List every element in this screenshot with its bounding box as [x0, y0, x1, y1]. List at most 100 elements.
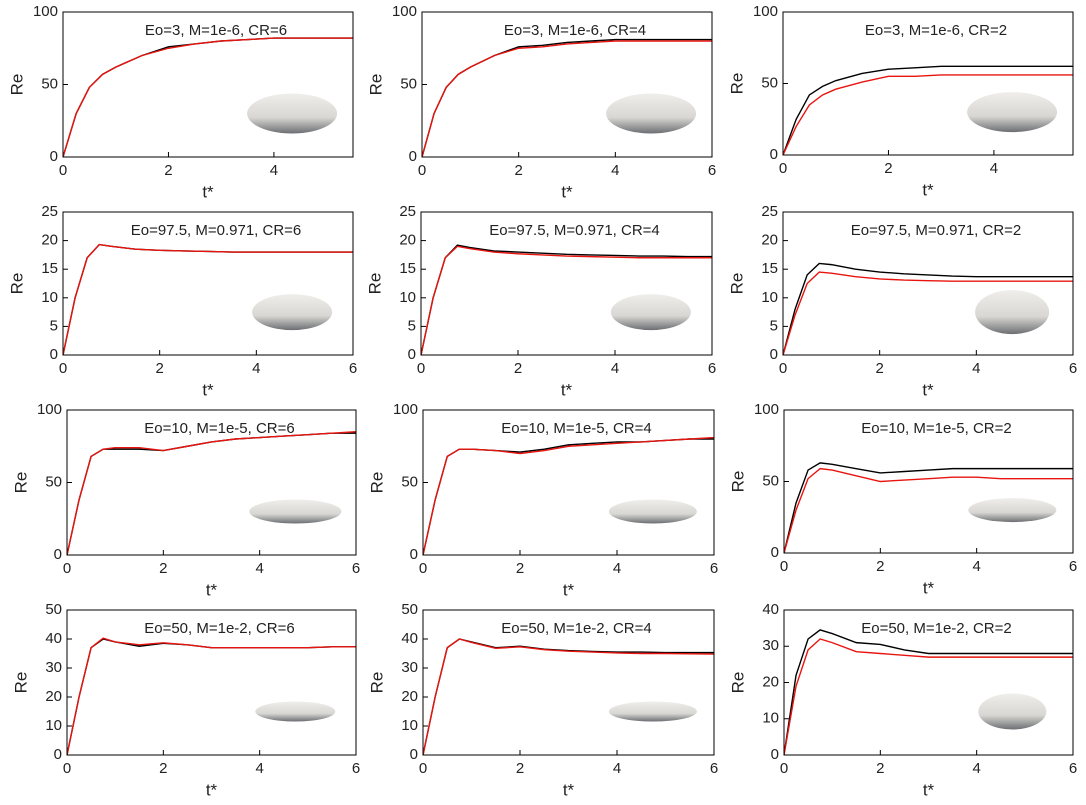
x-tick-label: 6 [708, 162, 716, 179]
panel: 0 5 10 15 20 25 0 2 4 6 Eo=97.5, M=0.971, CR=2 t* Re [727, 203, 1077, 400]
x-tick-label: 2 [875, 360, 883, 377]
y-axis-label: Re [728, 471, 747, 493]
x-tick-label: 2 [159, 560, 167, 577]
y-tick-label: 50 [762, 472, 779, 489]
chart-title: Eo=10, M=1e-5, CR=4 [501, 420, 652, 437]
data-line [783, 271, 1073, 355]
x-tick-label: 2 [514, 360, 522, 377]
y-axis-label: Re [11, 672, 30, 694]
y-tick-label: 0 [54, 746, 62, 763]
x-tick-label: 4 [972, 558, 980, 575]
x-tick-label: 4 [611, 162, 619, 179]
chart-title: Eo=50, M=1e-2, CR=6 [144, 620, 295, 637]
y-tick-label: 20 [401, 688, 418, 705]
y-axis-label: Re [7, 273, 26, 295]
bubble-image [975, 290, 1050, 335]
y-tick-label: 0 [409, 148, 417, 165]
plot-frame [783, 409, 1074, 554]
x-axis-label: t* [561, 182, 573, 201]
x-tick-label: 0 [419, 560, 427, 577]
y-tick-label: 100 [754, 401, 779, 418]
plot-frame [782, 211, 1074, 356]
bubble-image [608, 499, 697, 524]
y-tick-label: 0 [408, 346, 416, 363]
lines [422, 38, 712, 157]
y-tick-label: 50 [45, 473, 62, 490]
bubble-image [608, 701, 697, 722]
x-tick-label: 6 [1069, 558, 1077, 575]
x-axis-label: t* [923, 780, 935, 799]
plot-frame [783, 609, 1074, 756]
y-tick-label: 100 [37, 401, 62, 418]
data-line [63, 37, 353, 157]
panel: 0 50 100 0 2 4 6 Eo=3, M=1e-6, CR=4 t* Re [366, 3, 716, 202]
y-tick-label: 20 [45, 688, 62, 705]
y-axis-label: Re [7, 74, 26, 96]
x-tick-label: 2 [884, 160, 892, 177]
data-line [63, 243, 353, 355]
data-line [422, 40, 712, 157]
y-tick-label: 20 [762, 673, 779, 690]
y-tick-label: 15 [41, 260, 58, 277]
data-line [783, 65, 1073, 155]
x-tick-label: 0 [419, 760, 427, 777]
plot-frame [420, 211, 713, 356]
y-tick-label: 100 [393, 401, 418, 418]
bubble-image [249, 499, 342, 524]
x-axis-label: t* [922, 380, 934, 399]
x-tick-label: 2 [159, 760, 167, 777]
y-tick-label: 0 [410, 546, 418, 563]
x-axis-label: t* [561, 380, 573, 399]
x-tick-label: 4 [972, 360, 980, 377]
x-axis-label: t* [206, 780, 218, 799]
y-tick-label: 10 [41, 289, 58, 306]
y-tick-label: 0 [770, 146, 778, 163]
y-tick-label: 0 [771, 746, 779, 763]
y-tick-label: 20 [41, 232, 58, 249]
data-line [67, 432, 356, 555]
y-tick-label: 10 [45, 717, 62, 734]
x-axis-label: t* [922, 180, 934, 199]
x-tick-label: 6 [710, 560, 718, 577]
x-tick-label: 0 [779, 160, 787, 177]
y-tick-label: 20 [761, 232, 778, 249]
y-tick-label: 0 [771, 544, 779, 561]
panel: 0 50 100 0 2 4 6 Eo=10, M=1e-5, CR=2 t* Re [728, 401, 1077, 598]
data-line [423, 438, 714, 555]
x-tick-label: 6 [1069, 760, 1077, 777]
chart-title: Eo=10, M=1e-5, CR=6 [144, 420, 295, 437]
y-tick-label: 50 [45, 601, 62, 618]
y-tick-label: 25 [761, 203, 778, 220]
data-line [784, 638, 1073, 755]
y-tick-label: 25 [399, 203, 416, 220]
y-tick-label: 40 [762, 601, 779, 618]
x-tick-label: 6 [352, 760, 360, 777]
data-line [421, 245, 712, 355]
plot-frame [62, 211, 354, 356]
y-tick-label: 30 [401, 659, 418, 676]
y-tick-label: 15 [761, 260, 778, 277]
chart-title: Eo=97.5, M=0.971, CR=2 [851, 222, 1022, 239]
y-tick-label: 50 [401, 601, 418, 618]
y-tick-label: 0 [50, 148, 58, 165]
y-tick-label: 20 [399, 232, 416, 249]
lines [421, 244, 712, 355]
y-tick-label: 50 [41, 75, 58, 92]
x-tick-label: 6 [1069, 360, 1077, 377]
y-tick-label: 5 [408, 317, 416, 334]
data-line [67, 638, 356, 755]
y-tick-label: 10 [761, 289, 778, 306]
bubble-image [606, 93, 697, 134]
x-tick-label: 6 [710, 760, 718, 777]
x-tick-label: 2 [516, 760, 524, 777]
y-axis-label: Re [727, 273, 746, 295]
x-tick-label: 0 [418, 162, 426, 179]
x-tick-label: 0 [63, 560, 71, 577]
lines [67, 637, 356, 755]
bubble-image [610, 294, 691, 331]
x-tick-label: 2 [516, 560, 524, 577]
y-tick-label: 10 [762, 710, 779, 727]
data-line [67, 431, 356, 555]
x-tick-label: 4 [972, 760, 980, 777]
